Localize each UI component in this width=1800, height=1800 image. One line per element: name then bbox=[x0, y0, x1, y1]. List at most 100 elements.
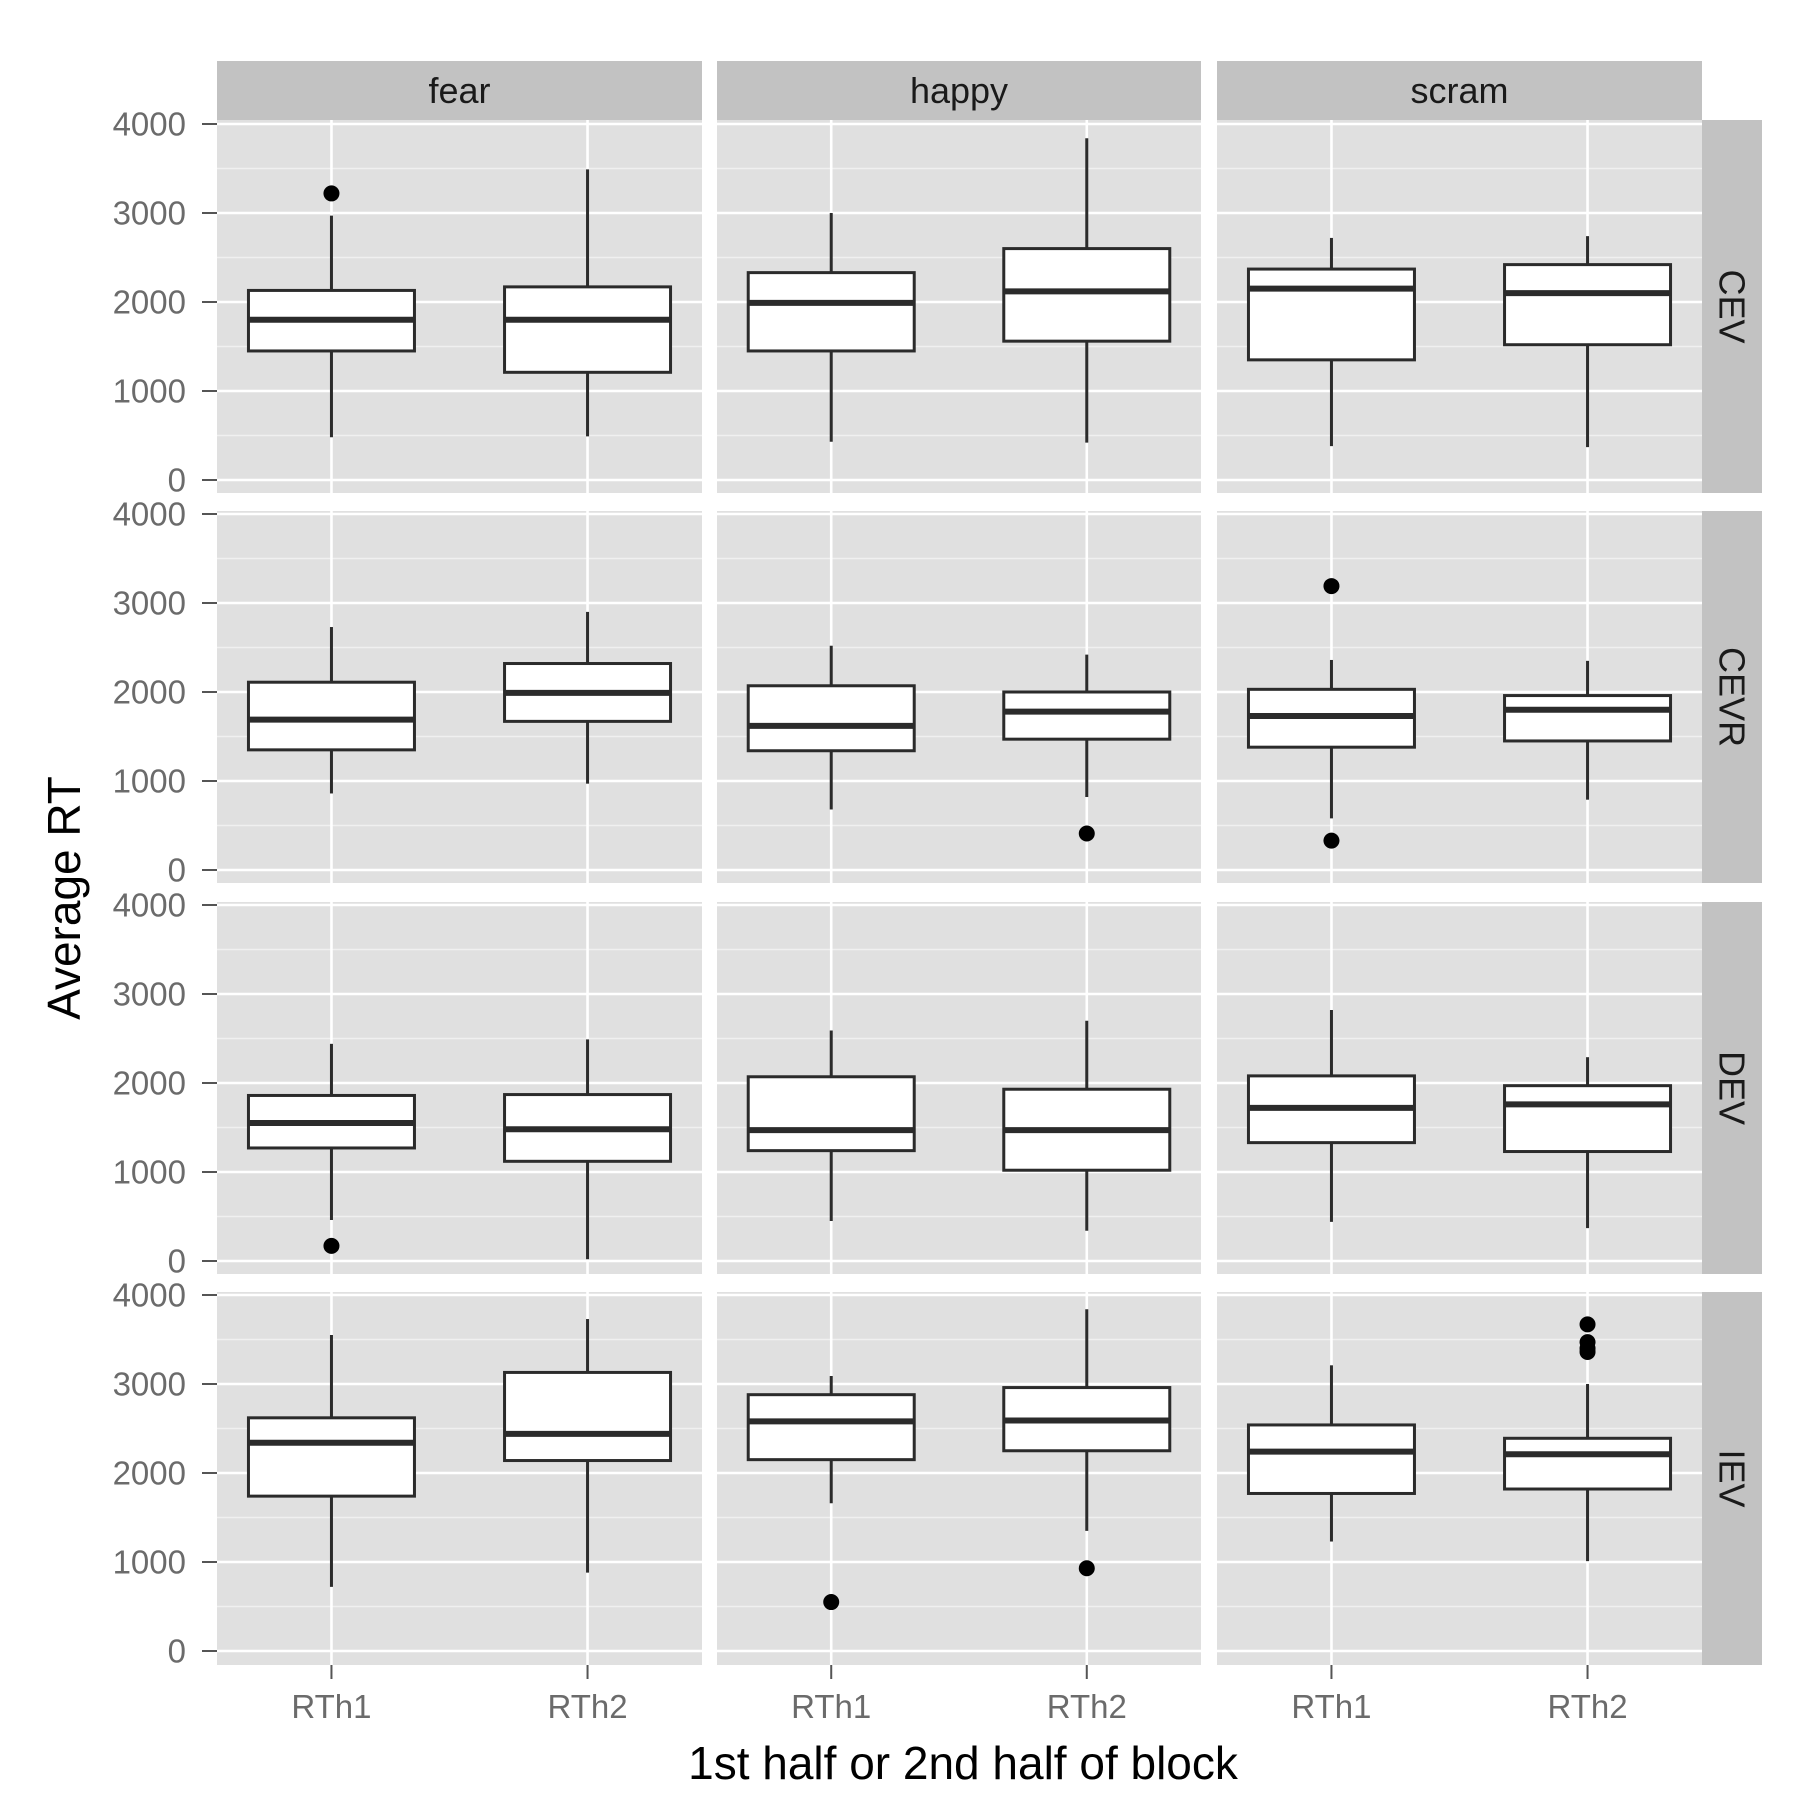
y-tick-label: 2000 bbox=[113, 1065, 186, 1102]
x-tick-label: RTh1 bbox=[1291, 1688, 1371, 1725]
box-RTh2 bbox=[1002, 654, 1172, 842]
y-tick-label: 2000 bbox=[113, 284, 186, 321]
col-strip-label: scram bbox=[1411, 70, 1509, 111]
box-iqr bbox=[503, 1370, 673, 1463]
row-strip-CEV: CEV bbox=[1702, 120, 1762, 493]
box-RTh2 bbox=[1503, 236, 1673, 448]
panel-CEVR-happy bbox=[717, 511, 1201, 883]
y-tick-label: 0 bbox=[168, 1633, 186, 1670]
x-tick-label: RTh2 bbox=[1547, 1688, 1627, 1725]
outlier-point bbox=[823, 1594, 840, 1611]
box-RTh2 bbox=[1503, 1057, 1673, 1229]
y-tick-label: 4000 bbox=[113, 1277, 186, 1314]
y-tick-label: 1000 bbox=[113, 763, 186, 800]
box-RTh1 bbox=[1246, 1010, 1416, 1222]
box-iqr bbox=[1503, 1436, 1673, 1491]
panel-DEV-fear bbox=[217, 902, 702, 1274]
row-strip-label: DEV bbox=[1712, 1051, 1753, 1125]
box-RTh2 bbox=[1002, 138, 1172, 443]
panel-CEV-scram bbox=[1217, 120, 1702, 493]
box-RTh1 bbox=[1246, 237, 1416, 447]
box-RTh1 bbox=[746, 213, 916, 442]
col-strip-label: fear bbox=[428, 70, 490, 111]
strip-layer: CEV CEVR DEV IEV fear happy scram bbox=[217, 61, 1762, 1665]
box-iqr bbox=[746, 1393, 916, 1462]
outlier-point bbox=[1579, 1316, 1596, 1333]
y-tick-label: 3000 bbox=[113, 1366, 186, 1403]
box-RTh2 bbox=[1002, 1020, 1172, 1231]
box-iqr bbox=[1002, 690, 1172, 741]
box-RTh2 bbox=[503, 1039, 673, 1260]
box-RTh2 bbox=[503, 169, 673, 437]
y-tick-label: 1000 bbox=[113, 1154, 186, 1191]
row-strip-background bbox=[1702, 511, 1762, 883]
panels-layer bbox=[217, 120, 1702, 1665]
box-RTh1 bbox=[746, 1375, 916, 1611]
col-strip-background bbox=[1217, 61, 1702, 120]
box-RTh2 bbox=[503, 1319, 673, 1573]
panel-CEVR-scram bbox=[1217, 511, 1702, 883]
x-tick-label: RTh2 bbox=[547, 1688, 627, 1725]
box-RTh1 bbox=[746, 1030, 916, 1221]
y-tick-label: 4000 bbox=[113, 496, 186, 533]
row-strip-background bbox=[1702, 1292, 1762, 1665]
box-iqr bbox=[746, 271, 916, 353]
y-tick-label: 3000 bbox=[113, 195, 186, 232]
box-iqr bbox=[1503, 263, 1673, 347]
outlier-point bbox=[323, 1237, 340, 1254]
outlier-point bbox=[323, 185, 340, 202]
y-tick-label: 3000 bbox=[113, 585, 186, 622]
row-strip-label: CEV bbox=[1712, 269, 1753, 343]
box-RTh1 bbox=[246, 1043, 416, 1254]
row-strip-CEVR: CEVR bbox=[1702, 511, 1762, 883]
box-RTh1 bbox=[1246, 578, 1416, 849]
box-RTh2 bbox=[503, 611, 673, 784]
box-RTh1 bbox=[246, 627, 416, 794]
col-strip-background bbox=[217, 61, 702, 120]
y-tick-label: 2000 bbox=[113, 1455, 186, 1492]
box-iqr bbox=[246, 680, 416, 752]
col-strip-happy: happy bbox=[717, 61, 1201, 120]
panel-IEV-happy bbox=[717, 1292, 1201, 1665]
y-tick-label: 4000 bbox=[113, 106, 186, 143]
row-strip-background bbox=[1702, 120, 1762, 493]
y-axis-title: Average RT bbox=[38, 776, 90, 1020]
box-iqr bbox=[746, 684, 916, 753]
y-tick-label: 1000 bbox=[113, 373, 186, 410]
axes-layer: 0100020003000400001000200030004000010002… bbox=[113, 106, 1628, 1726]
box-iqr bbox=[1002, 247, 1172, 343]
panel-background bbox=[217, 902, 702, 1274]
box-iqr bbox=[246, 1416, 416, 1498]
row-strip-DEV: DEV bbox=[1702, 902, 1762, 1274]
x-tick-label: RTh1 bbox=[791, 1688, 871, 1725]
col-strip-fear: fear bbox=[217, 61, 702, 120]
panel-CEV-happy bbox=[717, 120, 1201, 493]
y-tick-label: 0 bbox=[168, 1243, 186, 1280]
box-RTh1 bbox=[746, 645, 916, 810]
col-strip-label: happy bbox=[910, 70, 1008, 111]
outlier-point bbox=[1078, 1560, 1095, 1577]
panel-IEV-scram bbox=[1217, 1292, 1702, 1665]
outlier-point bbox=[1579, 1343, 1596, 1360]
box-iqr bbox=[1503, 694, 1673, 743]
col-strip-background bbox=[717, 61, 1201, 120]
row-strip-background bbox=[1702, 902, 1762, 1274]
box-iqr bbox=[1246, 1423, 1416, 1495]
x-tick-label: RTh1 bbox=[291, 1688, 371, 1725]
col-strip-scram: scram bbox=[1217, 61, 1702, 120]
row-strip-IEV: IEV bbox=[1702, 1292, 1762, 1665]
box-RTh2 bbox=[1503, 1316, 1673, 1562]
y-tick-label: 0 bbox=[168, 852, 186, 889]
y-tick-label: 0 bbox=[168, 462, 186, 499]
box-RTh1 bbox=[246, 185, 416, 438]
panel-CEVR-fear bbox=[217, 511, 702, 883]
panel-DEV-scram bbox=[1217, 902, 1702, 1274]
box-RTh2 bbox=[1503, 660, 1673, 800]
box-iqr bbox=[746, 1075, 916, 1153]
box-iqr bbox=[1246, 267, 1416, 362]
panel-CEV-fear bbox=[217, 120, 702, 493]
x-tick-label: RTh2 bbox=[1047, 1688, 1127, 1725]
panel-background bbox=[717, 1292, 1201, 1665]
box-iqr bbox=[1503, 1084, 1673, 1154]
